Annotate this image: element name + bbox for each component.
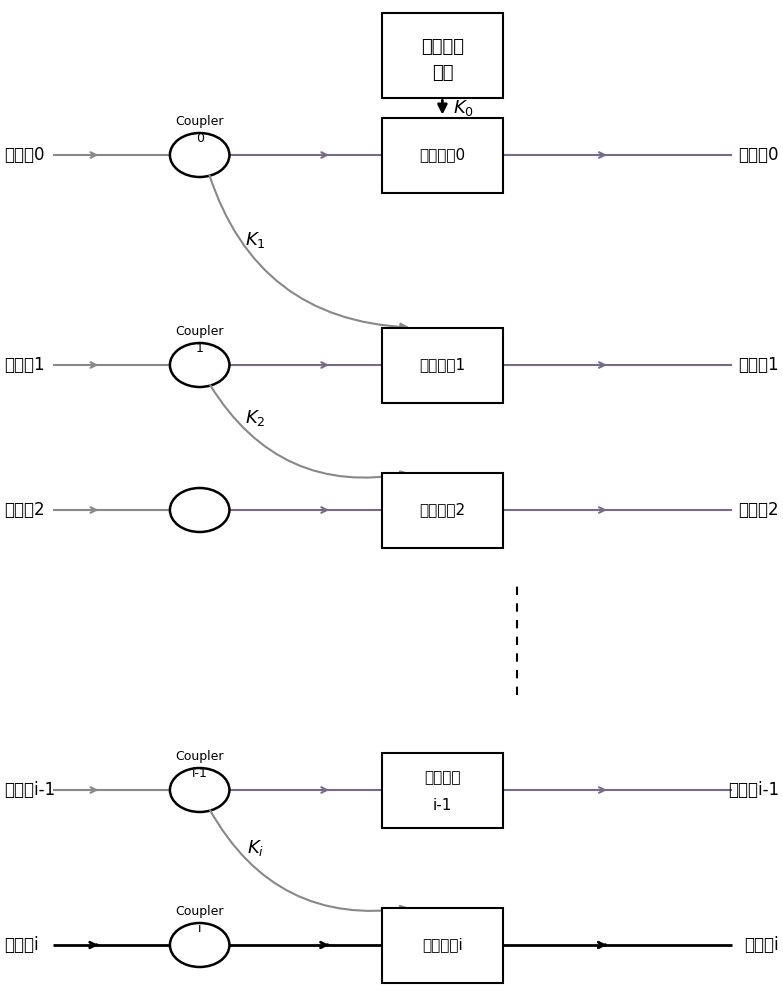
FancyBboxPatch shape <box>381 328 503 402</box>
Text: i-1: i-1 <box>433 798 452 812</box>
Text: Coupler: Coupler <box>175 115 224 128</box>
Text: 光密文i: 光密文i <box>745 936 779 954</box>
FancyBboxPatch shape <box>381 473 503 548</box>
Ellipse shape <box>170 133 229 177</box>
Text: 生器: 生器 <box>431 64 453 82</box>
Text: 全光加密1: 全光加密1 <box>420 358 465 372</box>
Text: 全光加密0: 全光加密0 <box>420 147 465 162</box>
Text: 光密钥发: 光密钥发 <box>421 38 464 56</box>
FancyArrowPatch shape <box>210 810 407 913</box>
Text: 光信号i: 光信号i <box>4 936 38 954</box>
FancyBboxPatch shape <box>381 752 503 828</box>
Text: i: i <box>198 922 201 935</box>
Text: Coupler: Coupler <box>175 750 224 763</box>
Text: 0: 0 <box>196 132 204 145</box>
Text: $K_2$: $K_2$ <box>245 408 265 428</box>
FancyBboxPatch shape <box>381 13 503 98</box>
Text: 光信号1: 光信号1 <box>4 356 45 374</box>
FancyBboxPatch shape <box>381 908 503 982</box>
Text: 全光加密2: 全光加密2 <box>420 502 465 518</box>
Text: 全光加密i: 全光加密i <box>422 938 463 952</box>
Text: i-1: i-1 <box>192 767 207 780</box>
Text: 1: 1 <box>196 342 204 355</box>
Text: 光密文0: 光密文0 <box>738 146 779 164</box>
Text: 光信号0: 光信号0 <box>4 146 45 164</box>
Ellipse shape <box>170 923 229 967</box>
Text: Coupler: Coupler <box>175 905 224 918</box>
Text: Coupler: Coupler <box>175 325 224 338</box>
FancyArrowPatch shape <box>209 175 407 330</box>
Text: $K_1$: $K_1$ <box>245 230 266 250</box>
Ellipse shape <box>170 768 229 812</box>
Text: 光密文i-1: 光密文i-1 <box>728 781 779 799</box>
Ellipse shape <box>170 488 229 532</box>
Text: 全光加密: 全光加密 <box>424 770 460 786</box>
Text: $K_i$: $K_i$ <box>247 838 264 858</box>
Text: 光信号2: 光信号2 <box>4 501 45 519</box>
Text: 光密文2: 光密文2 <box>738 501 779 519</box>
Text: $K_0$: $K_0$ <box>453 98 474 117</box>
FancyBboxPatch shape <box>381 117 503 192</box>
Text: 光信号i-1: 光信号i-1 <box>4 781 55 799</box>
Ellipse shape <box>170 343 229 387</box>
FancyArrowPatch shape <box>210 385 407 478</box>
Text: 光密文1: 光密文1 <box>738 356 779 374</box>
